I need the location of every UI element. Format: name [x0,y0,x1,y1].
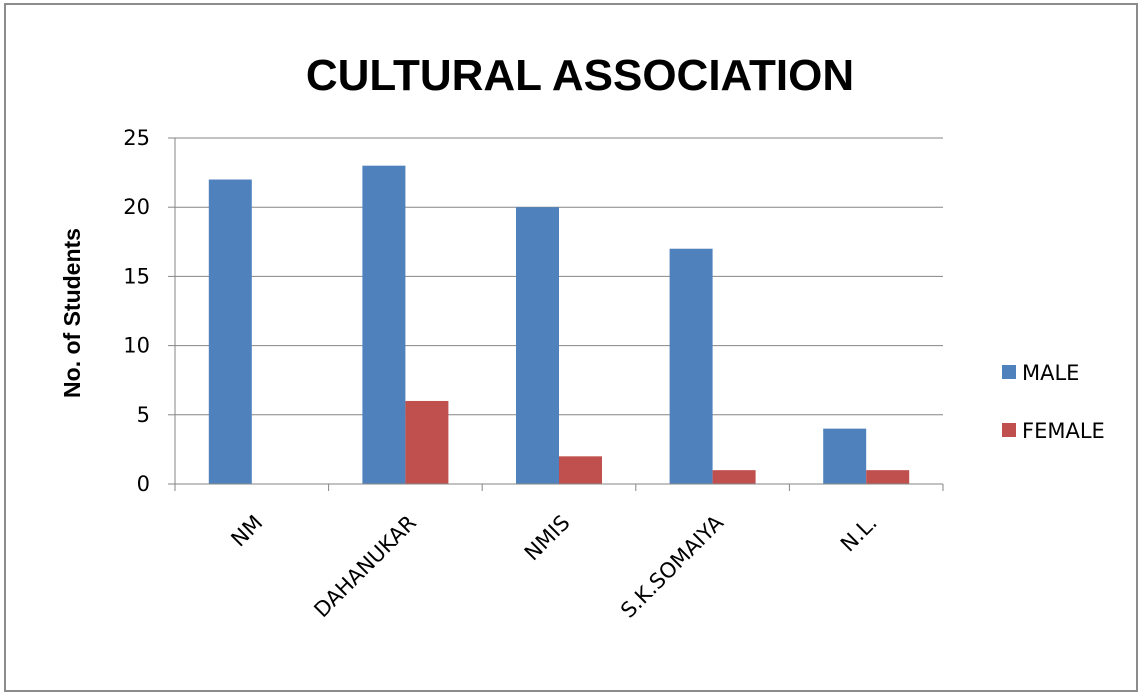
legend-swatch-male [1002,365,1016,379]
bar-female [712,470,756,484]
y-tick-label: 25 [123,126,150,150]
y-tick-label: 0 [137,472,150,496]
y-tick-label: 15 [123,264,150,288]
bar-female [866,470,910,484]
bars [208,165,910,484]
legend-label-female: FEMALE [1022,419,1105,443]
bar-male [362,165,406,484]
chart-title: CULTURAL ASSOCIATION [306,51,854,100]
x-tick-label: DAHANUKAR [309,511,421,623]
y-axis-label: No. of Students [59,228,85,398]
legend: MALE FEMALE [1002,361,1105,443]
bar-female [559,456,602,484]
legend-swatch-female [1002,423,1016,437]
x-tick-label: NM [226,511,267,552]
y-tick-label: 5 [137,403,150,427]
x-tick-label: NMIS [520,511,575,566]
x-tick-label: N.L. [836,511,882,557]
x-tick-labels: NM DAHANUKAR NMIS S.K.SOMAIYA N.L. [226,510,881,623]
bar-male [669,248,713,484]
x-tick-label: S.K.SOMAIYA [616,510,729,623]
y-tick-label: 10 [123,334,150,358]
y-tick-labels: 0 5 10 15 20 25 [123,126,150,496]
y-tick-label: 20 [123,195,150,219]
legend-label-male: MALE [1022,361,1079,385]
bar-female [405,400,449,484]
bar-male [516,207,559,484]
bar-male [208,179,252,484]
chart-frame [4,3,1138,692]
axes [168,137,944,491]
bar-male [823,428,867,484]
